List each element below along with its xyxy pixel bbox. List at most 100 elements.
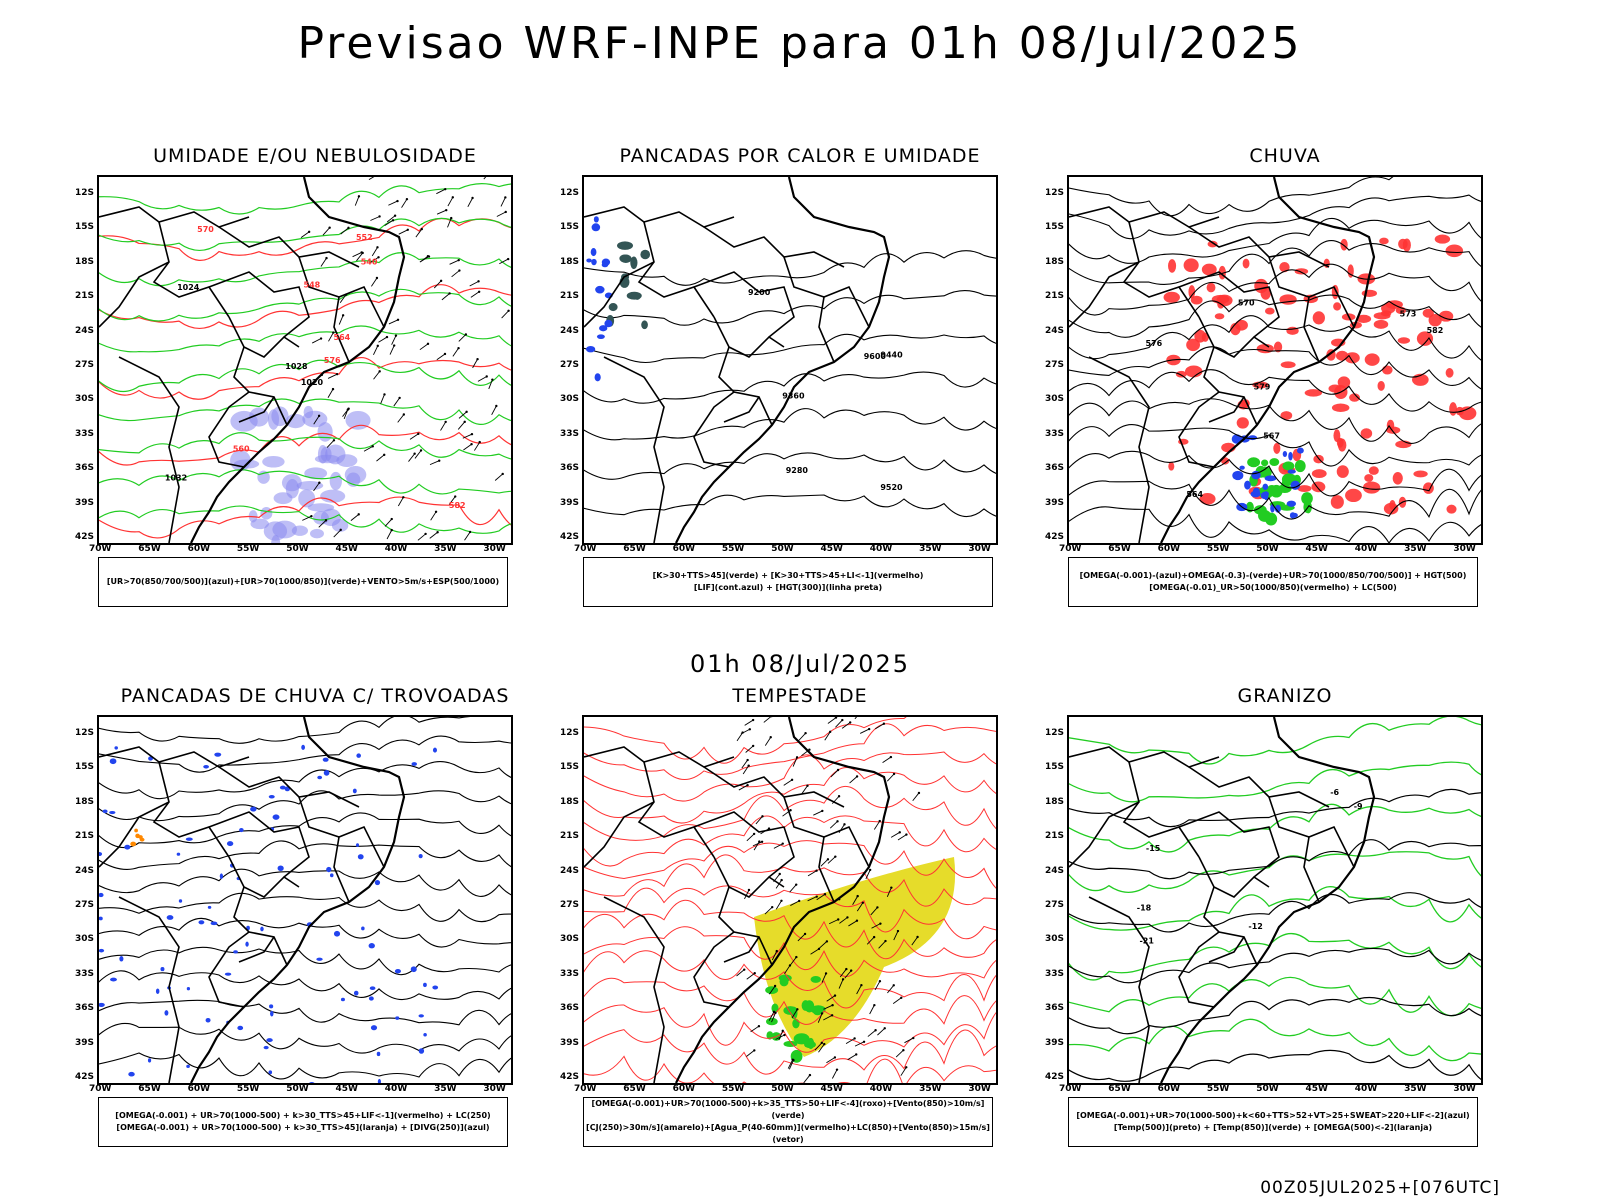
wind-vector — [890, 831, 900, 838]
state-border — [333, 296, 350, 363]
wind-vector-head — [318, 481, 321, 484]
lat-label: 21S — [1045, 831, 1065, 842]
field-shading — [410, 966, 417, 973]
wind-vector-head — [917, 791, 921, 795]
lat-label: 24S — [1045, 325, 1065, 336]
panel-title: GRANIZO — [1237, 685, 1333, 707]
field-shading — [1280, 411, 1293, 420]
wind-vector-head — [845, 967, 848, 971]
wind-vector-head — [438, 459, 441, 462]
lat-label: 30S — [560, 934, 580, 945]
field-shading — [1247, 435, 1258, 441]
wind-vector-head — [830, 1014, 834, 1017]
panel-legend: [OMEGA(-0.001)+UR>70(1000-500)+k<60+TTS>… — [1068, 1097, 1478, 1147]
wind-vector-head — [746, 758, 749, 762]
wind-vector-head — [878, 979, 882, 983]
wind-vector — [827, 717, 837, 724]
lon-label: 40W — [869, 544, 893, 554]
contour-label: 9360 — [782, 392, 805, 401]
field-shading — [1385, 426, 1401, 434]
field-shading — [368, 943, 375, 949]
field-shading — [270, 1010, 274, 1017]
legend-line: [OMEGA(-0.001) + UR>70(1000-500) + k>30_… — [115, 1111, 491, 1120]
lat-label: 15S — [75, 762, 95, 773]
wind-vector — [854, 1041, 865, 1047]
wind-vector — [892, 997, 902, 1005]
contour-label: 582 — [1427, 326, 1444, 335]
wind-vector — [462, 433, 473, 439]
field-shading — [268, 1070, 273, 1075]
contour-line — [584, 250, 996, 286]
contour-line — [1069, 933, 1481, 981]
contour-line — [1069, 506, 1481, 543]
field-shading — [1211, 294, 1230, 304]
contour-line — [1069, 996, 1481, 1035]
field-shading — [296, 481, 324, 491]
lat-label: 12S — [1045, 188, 1065, 198]
field-shading — [245, 941, 249, 947]
legend-line: [K>30+TTS>45](verde) + [K>30+TTS>45+LI<-… — [652, 571, 924, 580]
contour-label: 9280 — [786, 466, 809, 475]
field-shading — [320, 489, 346, 503]
field-shading — [226, 841, 234, 847]
field-shading — [186, 987, 191, 991]
wind-vector-head — [746, 783, 749, 787]
wind-vector-head — [872, 935, 876, 939]
contour-label: 1028 — [285, 362, 308, 371]
contour-line — [1069, 315, 1481, 361]
wind-vector-head — [831, 1004, 834, 1007]
lat-label: 33S — [75, 428, 95, 439]
wind-vector-head — [427, 255, 431, 258]
wind-vector-head — [470, 443, 473, 446]
wind-vector — [792, 757, 798, 767]
state-border — [228, 316, 300, 358]
lat-label: 27S — [75, 360, 95, 370]
contour-line — [99, 790, 511, 822]
wind-vector — [327, 388, 334, 398]
lat-label: 42S — [560, 532, 580, 542]
contour-label: 9200 — [748, 288, 771, 297]
state-border — [1208, 936, 1245, 963]
lat-label: 39S — [75, 497, 95, 508]
lat-label: 39S — [1045, 1037, 1065, 1048]
wind-vector — [363, 445, 373, 452]
run-info: 00Z05JUL2025+[076UTC] — [1260, 1178, 1500, 1198]
state-border — [693, 811, 795, 878]
wind-vector — [744, 719, 754, 726]
wind-vector — [433, 280, 442, 289]
contour-line — [584, 333, 996, 364]
field-shading — [250, 518, 269, 530]
lon-label: 60W — [187, 1084, 211, 1094]
lon-label: 30W — [968, 544, 991, 554]
lat-label: 18S — [75, 256, 95, 267]
field-shading — [599, 325, 608, 332]
contour-label: 579 — [1254, 383, 1271, 392]
map-frame — [582, 715, 998, 1085]
field-shading — [1261, 459, 1269, 467]
field-shading — [1381, 365, 1393, 375]
wind-vector — [875, 723, 885, 730]
state-border — [637, 221, 715, 318]
field-shading — [1273, 341, 1283, 353]
wind-vector-head — [451, 196, 454, 199]
wind-vector — [838, 979, 844, 989]
state-border — [298, 796, 385, 868]
field-shading — [617, 241, 634, 250]
contour-line — [584, 899, 996, 960]
wind-vector-head — [836, 820, 839, 823]
wind-vector-head — [426, 342, 430, 346]
wind-vector — [764, 736, 772, 746]
wind-vector — [378, 336, 388, 343]
lon-label: 60W — [187, 544, 211, 554]
lon-label: 55W — [721, 1084, 745, 1094]
wind-vector-head — [820, 1012, 824, 1015]
contour-line — [1069, 803, 1481, 853]
wind-vector-head — [319, 337, 323, 340]
lon-label: 45W — [1305, 544, 1328, 554]
wind-vector — [457, 421, 466, 430]
wind-vector — [384, 518, 393, 527]
field-shading — [1201, 332, 1209, 342]
coastline — [190, 177, 406, 543]
lon-label: 40W — [1354, 544, 1378, 554]
lat-label: 24S — [75, 865, 95, 876]
